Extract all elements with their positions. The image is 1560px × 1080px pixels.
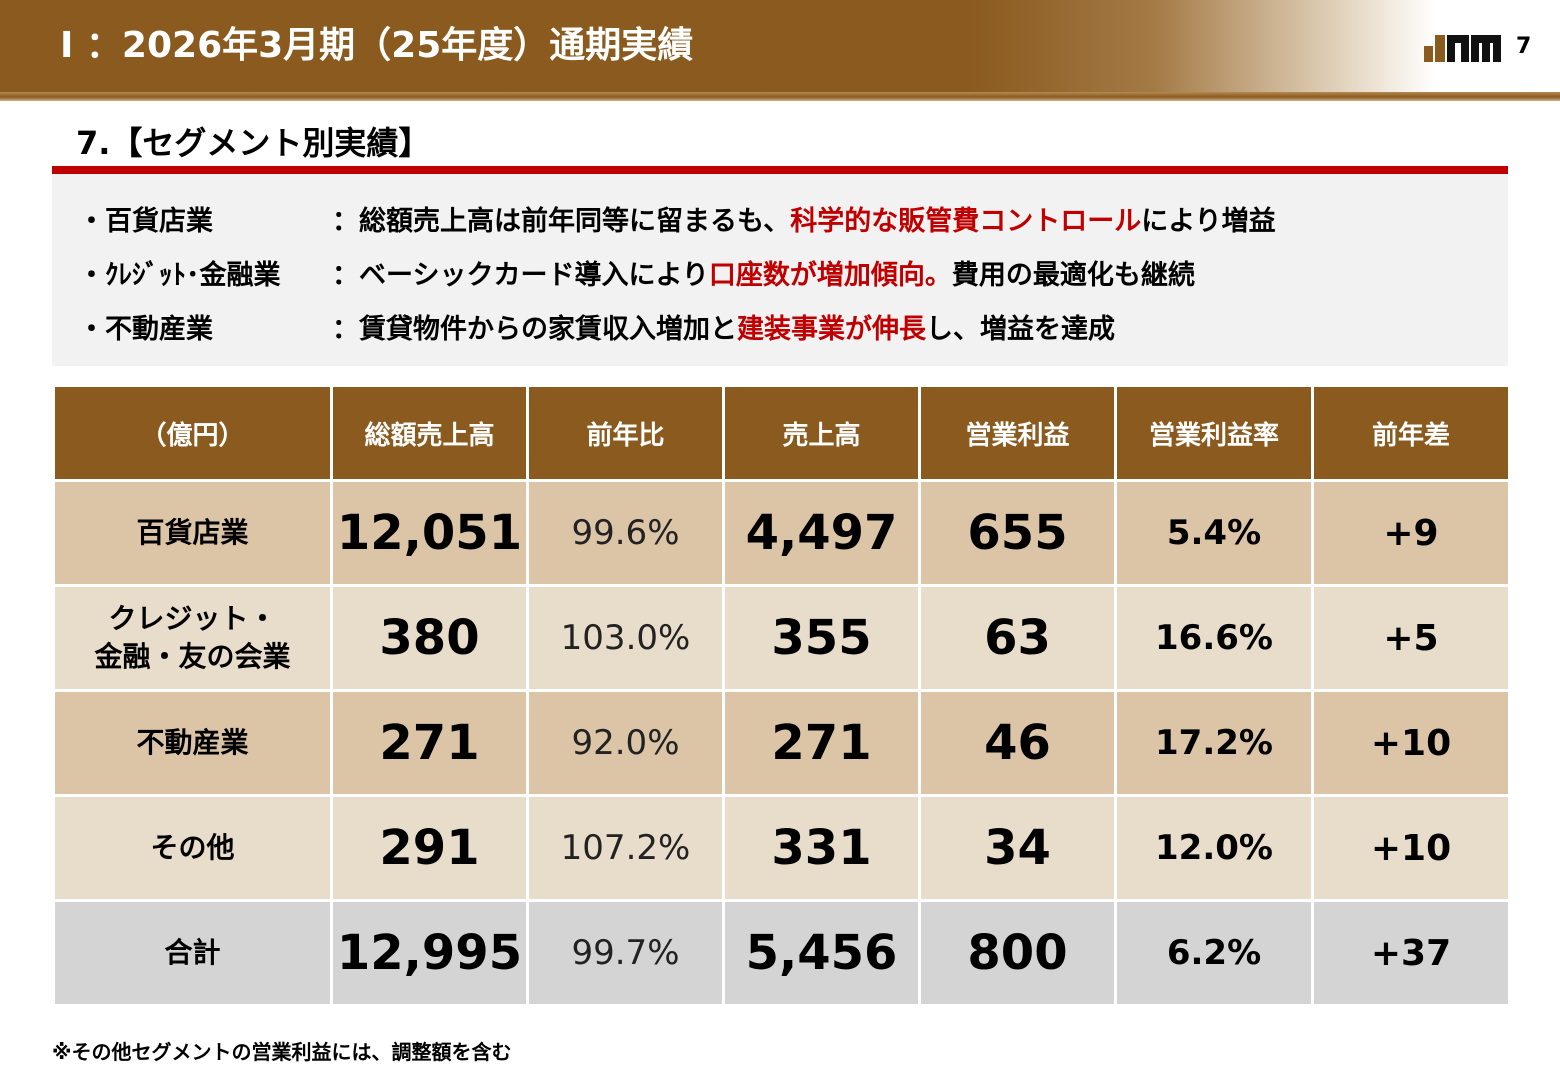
header-underline — [0, 92, 1560, 101]
summary-box: ・百貨店業 ：総額売上高は前年同等に留まるも、科学的な販管費コントロールにより増… — [52, 174, 1508, 366]
segment-name: クレジット・ 金融・友の会業 — [52, 584, 333, 692]
sales-value: 5,456 — [722, 899, 921, 1007]
summary-text-part: ：賃貸物件からの家賃収入増加と — [332, 314, 737, 345]
header-operating-profit: 営業利益 — [918, 384, 1117, 482]
sales-value: 331 — [722, 794, 921, 902]
header-yoy: 前年比 — [526, 384, 725, 482]
header-bar — [0, 0, 1560, 92]
summary-label: ・百貨店業 — [78, 206, 213, 237]
yoy-value: 99.7% — [526, 899, 725, 1007]
summary-text: ：総額売上高は前年同等に留まるも、科学的な販管費コントロールにより増益 — [332, 198, 1276, 246]
footnote: ※その他セグメントの営業利益には、調整額を含む — [52, 1040, 512, 1064]
header-sales: 売上高 — [722, 384, 921, 482]
yoy-diff-value: +10 — [1311, 689, 1511, 797]
summary-text-part: ：ベーシックカード導入により — [332, 260, 709, 291]
page-title: Ⅰ ：2026年3月期（25年度）通期実績 — [60, 25, 694, 66]
yoy-diff-value: +37 — [1311, 899, 1511, 1007]
table-row: その他 291 107.2% 331 34 12.0% +10 — [52, 794, 1511, 902]
yoy-diff-value: +9 — [1311, 479, 1511, 587]
operating-profit-value: 655 — [918, 479, 1117, 587]
yoy-value: 99.6% — [526, 479, 725, 587]
summary-label: ・ｸﾚｼﾞｯﾄ･金融業 — [78, 260, 281, 291]
header-gross-sales: 総額売上高 — [330, 384, 529, 482]
operating-margin-value: 16.6% — [1114, 584, 1314, 692]
section-divider — [52, 166, 1508, 174]
operating-profit-value: 63 — [918, 584, 1117, 692]
table-row: 百貨店業 12,051 99.6% 4,497 655 5.4% +9 — [52, 479, 1511, 587]
table-row: クレジット・ 金融・友の会業 380 103.0% 355 63 16.6% +5 — [52, 584, 1511, 692]
table-row: 不動産業 271 92.0% 271 46 17.2% +10 — [52, 689, 1511, 797]
operating-profit-value: 46 — [918, 689, 1117, 797]
yoy-value: 92.0% — [526, 689, 725, 797]
summary-text-part: ：総額売上高は前年同等に留まるも、 — [332, 206, 791, 237]
operating-margin-value: 17.2% — [1114, 689, 1314, 797]
sales-value: 271 — [722, 689, 921, 797]
yoy-value: 103.0% — [526, 584, 725, 692]
segment-name: 合計 — [52, 899, 333, 1007]
operating-profit-value: 800 — [918, 899, 1117, 1007]
sales-value: 355 — [722, 584, 921, 692]
table-header-row: （億円） 総額売上高 前年比 売上高 営業利益 営業利益率 前年差 — [52, 384, 1511, 482]
yoy-diff-value: +5 — [1311, 584, 1511, 692]
header-unit: （億円） — [52, 384, 333, 482]
segment-name: 百貨店業 — [52, 479, 333, 587]
sales-value: 4,497 — [722, 479, 921, 587]
summary-highlight: 建装事業が伸長 — [737, 314, 926, 345]
segment-name: 不動産業 — [52, 689, 333, 797]
operating-profit-value: 34 — [918, 794, 1117, 902]
section-heading: 7.【セグメント別実績】 — [76, 124, 431, 162]
segment-name-text: クレジット・ 金融・友の会業 — [94, 602, 291, 673]
yoy-diff-value: +10 — [1311, 794, 1511, 902]
gross-sales-value: 271 — [330, 689, 529, 797]
summary-text-part: により増益 — [1141, 206, 1276, 237]
summary-text-part: し、増益を達成 — [926, 314, 1115, 345]
gross-sales-value: 12,995 — [330, 899, 529, 1007]
operating-margin-value: 6.2% — [1114, 899, 1314, 1007]
gross-sales-value: 380 — [330, 584, 529, 692]
summary-highlight: 科学的な販管費コントロール — [790, 206, 1142, 237]
yoy-value: 107.2% — [526, 794, 725, 902]
header-operating-margin: 営業利益率 — [1114, 384, 1314, 482]
operating-margin-value: 5.4% — [1114, 479, 1314, 587]
header-yoy-diff: 前年差 — [1311, 384, 1511, 482]
operating-margin-value: 12.0% — [1114, 794, 1314, 902]
gross-sales-value: 12,051 — [330, 479, 529, 587]
summary-label: ・不動産業 — [78, 314, 213, 345]
segment-results-table: （億円） 総額売上高 前年比 売上高 営業利益 営業利益率 前年差 百貨店業 1… — [52, 384, 1511, 1007]
summary-text: ：ベーシックカード導入により口座数が増加傾向。費用の最適化も継続 — [332, 252, 1195, 300]
page-number: 7 — [1516, 34, 1532, 59]
brand-bars-logo — [1424, 35, 1501, 62]
table-total-row: 合計 12,995 99.7% 5,456 800 6.2% +37 — [52, 899, 1511, 1007]
gross-sales-value: 291 — [330, 794, 529, 902]
summary-highlight: 口座数が増加傾向。 — [708, 260, 952, 291]
summary-text-part: 費用の最適化も継続 — [951, 260, 1195, 291]
summary-text: ：賃貸物件からの家賃収入増加と建装事業が伸長し、増益を達成 — [332, 306, 1115, 354]
segment-name: その他 — [52, 794, 333, 902]
